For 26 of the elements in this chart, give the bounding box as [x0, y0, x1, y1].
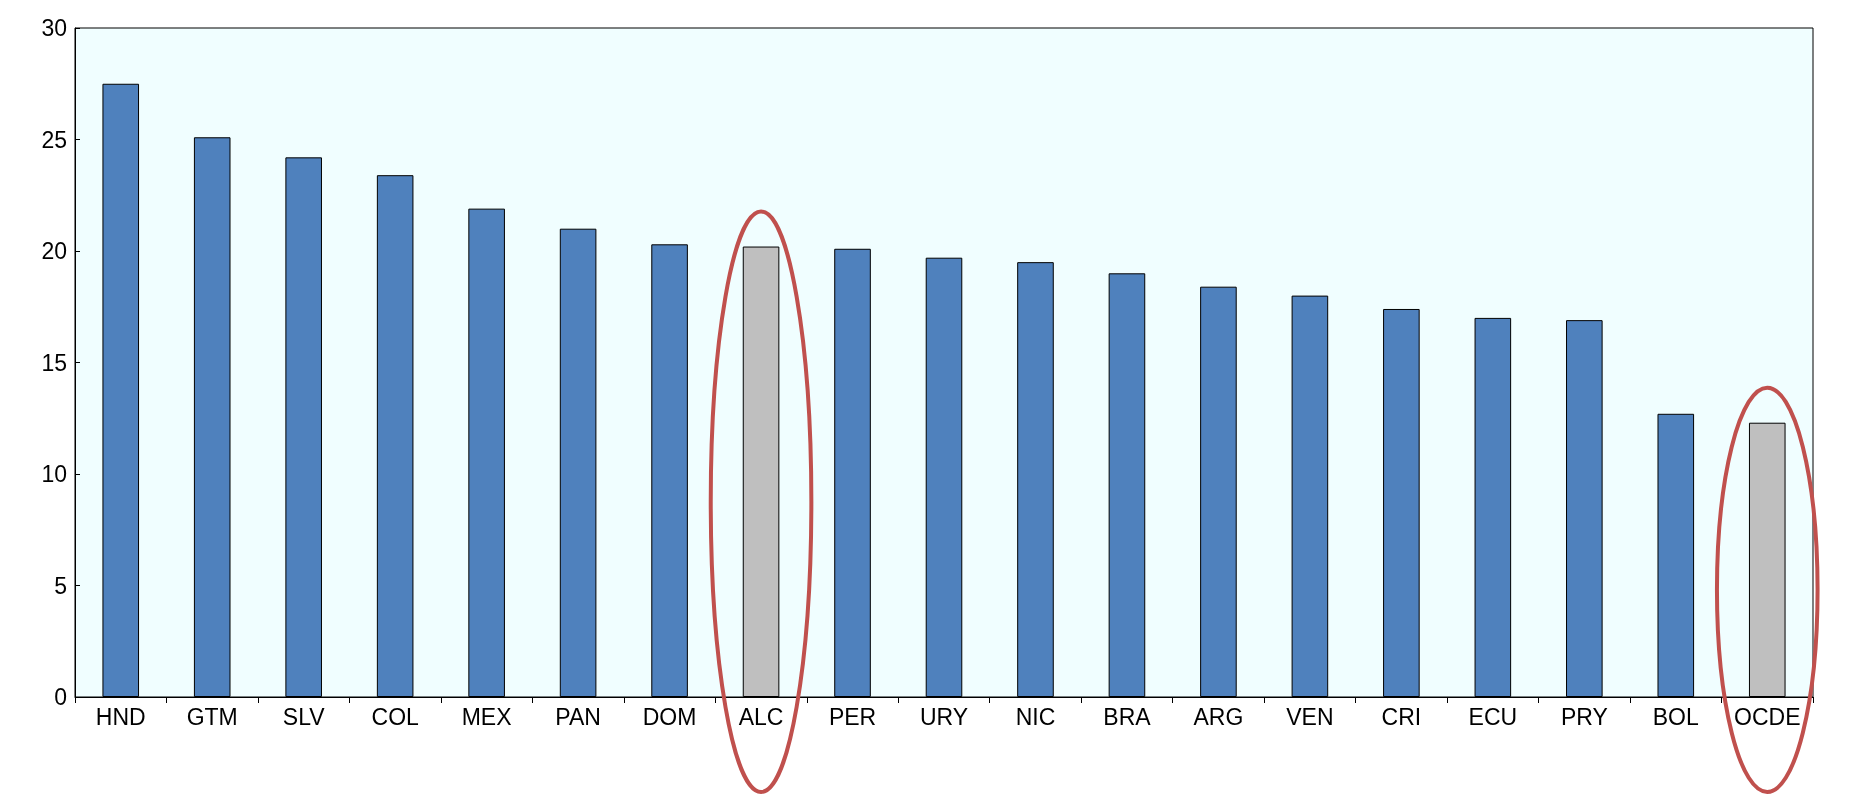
x-tick-label: OCDE	[1734, 703, 1801, 730]
y-tick-label: 5	[54, 572, 67, 599]
y-tick-label: 15	[41, 349, 67, 376]
x-tick-label: BOL	[1652, 703, 1699, 730]
x-tick-label: MEX	[461, 703, 512, 730]
x-tick-label: GTM	[186, 703, 238, 730]
x-tick-label: PAN	[555, 703, 601, 730]
x-tick-label: COL	[371, 703, 420, 730]
x-tick-label: PER	[828, 703, 877, 730]
x-tick-label: DOM	[642, 703, 697, 730]
x-tick-label: URY	[919, 703, 969, 730]
y-tick-label: 25	[41, 126, 67, 153]
x-tick-label: CRI	[1381, 703, 1422, 730]
x-tick-label: ALC	[738, 703, 784, 730]
x-tick-label: ARG	[1193, 703, 1244, 730]
x-tick-label: BRA	[1103, 703, 1152, 730]
x-tick-label: ECU	[1468, 703, 1518, 730]
x-tick-label: HND	[95, 703, 146, 730]
y-tick-label: 20	[41, 238, 67, 264]
x-tick-label: SLV	[282, 703, 326, 730]
y-tick-label: 0	[54, 684, 67, 710]
y-tick-label: 10	[41, 461, 67, 487]
x-tick-label: VEN	[1286, 703, 1334, 730]
x-tick-label: NIC	[1015, 703, 1056, 730]
y-tick-label: 30	[41, 15, 67, 41]
x-tick-label: PRY	[1560, 703, 1608, 730]
